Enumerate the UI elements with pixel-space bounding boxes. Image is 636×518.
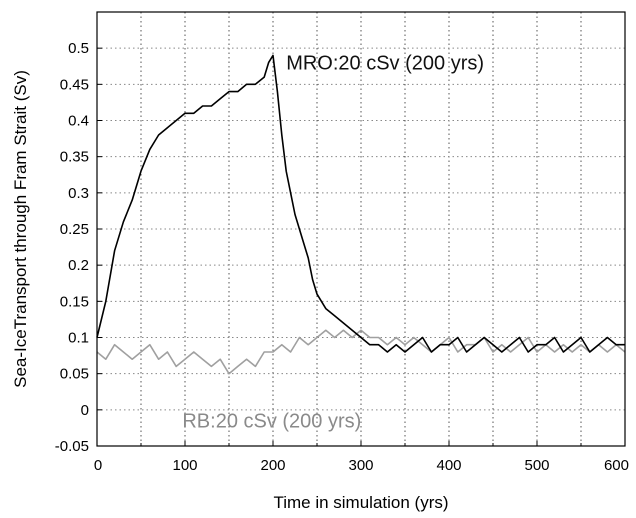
series-label-mro: MRO:20 cSv (200 yrs) [286, 53, 484, 75]
series-labels: MRO:20 cSv (200 yrs) RB:20 cSv (200 yrs) [182, 53, 484, 433]
x-tick-label: 600 [604, 457, 629, 474]
y-tick-label: 0.2 [68, 257, 89, 274]
y-axis-title: Sea-IceTransport through Fram Strait (Sv… [11, 70, 30, 388]
grid-lines [97, 12, 625, 446]
y-tick-label: -0.05 [55, 438, 89, 455]
y-tick-label: 0.25 [60, 221, 89, 238]
series-label-rb: RB:20 cSv (200 yrs) [182, 411, 361, 433]
x-tick-label: 300 [348, 457, 373, 474]
y-tick-label: 0.3 [68, 185, 89, 202]
y-tick-label: 0.05 [60, 366, 89, 383]
x-tick-label: 200 [260, 457, 285, 474]
x-axis-title: Time in simulation (yrs) [273, 493, 448, 512]
y-tick-label: 0.1 [68, 330, 89, 347]
y-tick-label: 0.45 [60, 76, 89, 93]
x-tick-label: 100 [172, 457, 197, 474]
axis-ticks: -0.05 0 0.05 0.1 0.15 0.2 0.25 0.3 0.35 0.4 0.45 0.… [55, 40, 629, 474]
series-line-mro [96, 54, 625, 353]
x-tick-label: 500 [524, 457, 549, 474]
y-tick-label: 0.35 [60, 149, 89, 166]
y-tick-label: 0.15 [60, 293, 89, 310]
series-line-rb [96, 329, 626, 375]
plot-series [96, 54, 626, 375]
y-tick-label: 0.4 [68, 113, 89, 130]
y-tick-label: 0 [81, 402, 89, 419]
y-tick-label: 0.5 [68, 40, 89, 57]
x-tick-label: 0 [94, 457, 102, 474]
x-tick-label: 400 [436, 457, 461, 474]
